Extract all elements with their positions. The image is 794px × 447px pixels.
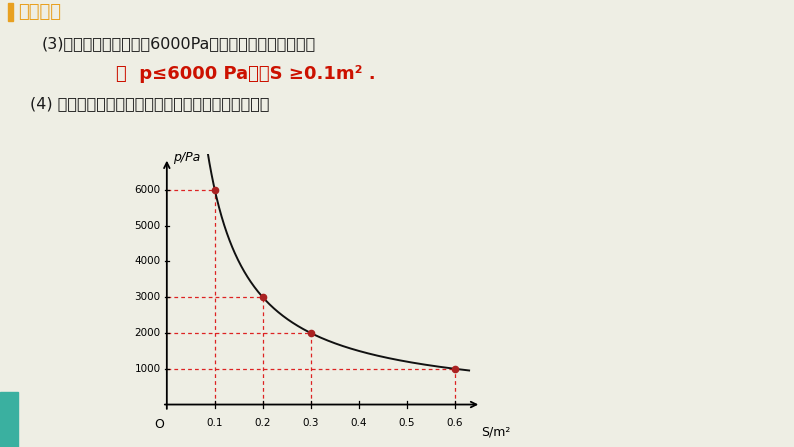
Text: p≤6000 Pa时，S ≥0.1m² .: p≤6000 Pa时，S ≥0.1m² .: [133, 65, 376, 83]
Text: 0.4: 0.4: [350, 418, 367, 428]
Text: p/Pa: p/Pa: [172, 151, 200, 164]
Text: 4000: 4000: [134, 257, 160, 266]
Text: 0.1: 0.1: [206, 418, 223, 428]
Text: O: O: [154, 418, 164, 431]
Text: 新课讲解: 新课讲解: [18, 3, 61, 21]
Text: (4) 在直角坐标系中，作出相应的函数图象．图象如下: (4) 在直角坐标系中，作出相应的函数图象．图象如下: [30, 97, 269, 111]
Text: 3000: 3000: [134, 292, 160, 302]
Text: 5000: 5000: [134, 221, 160, 231]
Text: S/m²: S/m²: [481, 426, 511, 439]
Text: 2000: 2000: [134, 328, 160, 338]
Bar: [8, 3, 13, 21]
Text: 0.6: 0.6: [446, 418, 463, 428]
Text: 1000: 1000: [134, 364, 160, 374]
Text: 当: 当: [115, 65, 125, 83]
Text: 6000: 6000: [134, 185, 160, 195]
Text: (3)如果要求压强不超过6000Pa，木板面积至少要多大？: (3)如果要求压强不超过6000Pa，木板面积至少要多大？: [42, 37, 316, 51]
Text: 0.5: 0.5: [399, 418, 415, 428]
Bar: [0, 392, 18, 447]
Text: 0.3: 0.3: [303, 418, 319, 428]
Text: 0.2: 0.2: [255, 418, 271, 428]
